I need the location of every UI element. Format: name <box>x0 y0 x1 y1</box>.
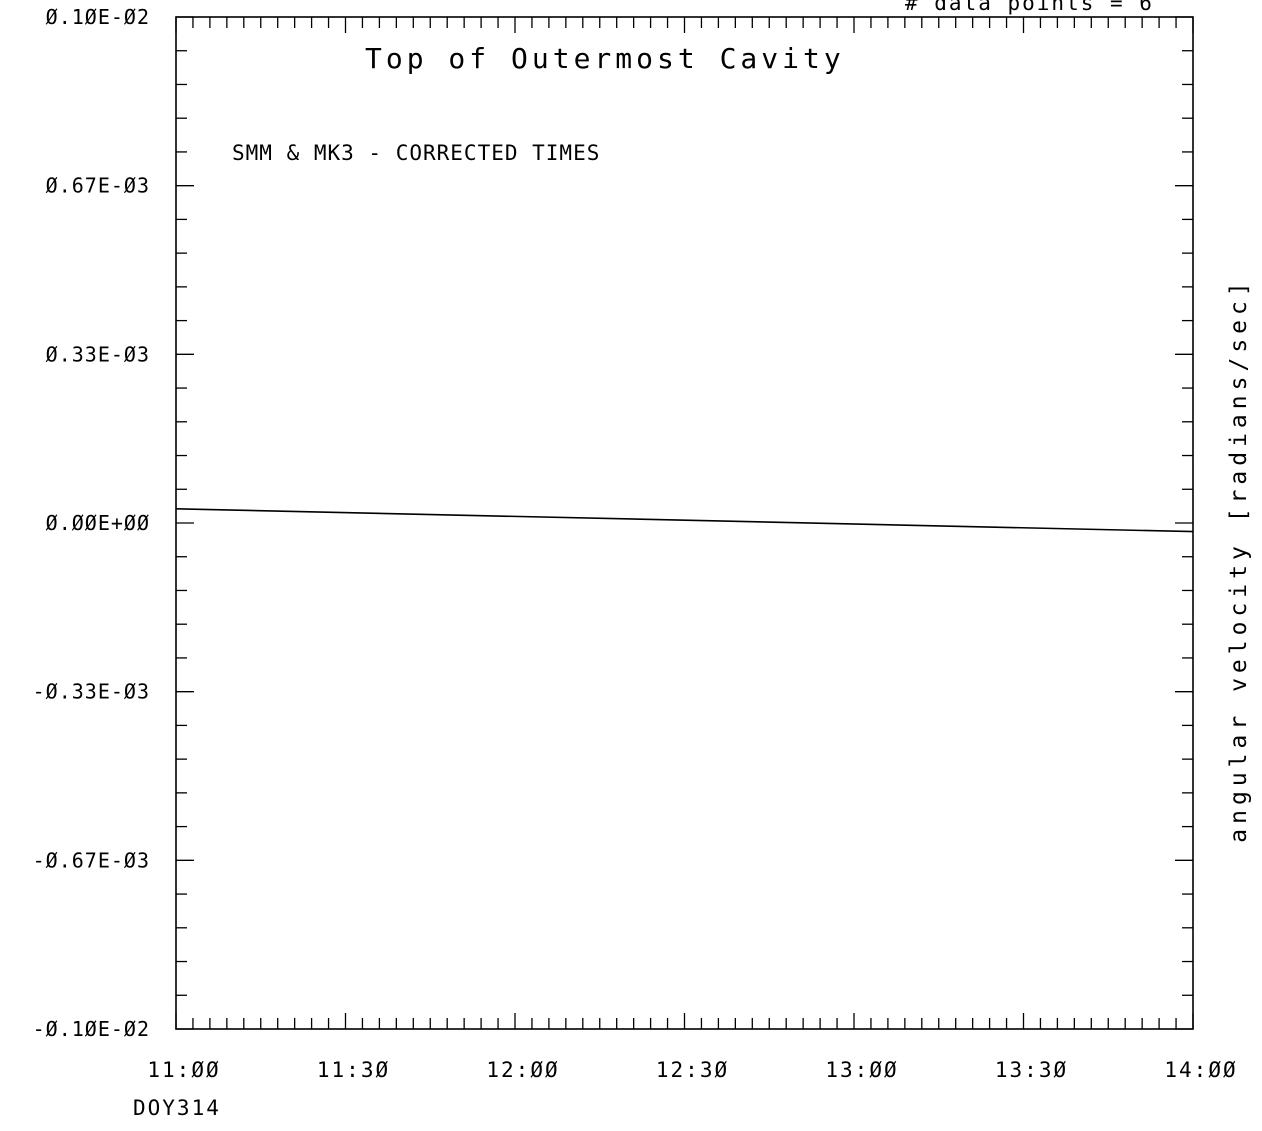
plot-frame <box>175 16 1194 1030</box>
x-tick-label: 13:ØØ <box>825 1058 898 1082</box>
y-tick-label: Ø.1ØE-Ø2 <box>46 5 150 29</box>
y-tick-label: -Ø.67E-Ø3 <box>33 848 150 872</box>
x-tick-label: 11:3Ø <box>317 1058 390 1082</box>
y-tick-label: -Ø.1ØE-Ø2 <box>33 1017 150 1041</box>
y-tick-labels: Ø.1ØE-Ø2 Ø.67E-Ø3 Ø.33E-Ø3 Ø.ØØE+ØØ -Ø.33E-Ø… <box>33 5 150 1041</box>
y-tick-label: Ø.33E-Ø3 <box>46 342 150 366</box>
series-line <box>175 508 1194 533</box>
chart-title: Top of Outermost Cavity <box>365 42 845 75</box>
axis-ticks <box>175 16 1194 1030</box>
chart-annotation: SMM & MK3 - CORRECTED TIMES <box>232 141 600 165</box>
y-tick-label: Ø.ØØE+ØØ <box>46 511 150 535</box>
y-tick-label: -Ø.33E-Ø3 <box>33 680 150 704</box>
x-tick-label: 12:ØØ <box>486 1058 559 1082</box>
x-tick-labels: 11:ØØ 11:3Ø 12:ØØ 12:3Ø 13:ØØ 13:3Ø 14:ØØ <box>147 1058 1237 1082</box>
x-tick-label: 11:ØØ <box>147 1058 220 1082</box>
top-right-note: # data points = 6 <box>905 0 1154 15</box>
x-tick-label: 14:ØØ <box>1164 1058 1237 1082</box>
x-axis-label: DOY314 <box>133 1096 221 1120</box>
x-tick-label: 12:3Ø <box>656 1058 729 1082</box>
x-tick-label: 13:3Ø <box>995 1058 1068 1082</box>
y-tick-label: Ø.67E-Ø3 <box>46 174 150 198</box>
y-axis-label: angular velocity [radians/sec] <box>1226 277 1252 842</box>
